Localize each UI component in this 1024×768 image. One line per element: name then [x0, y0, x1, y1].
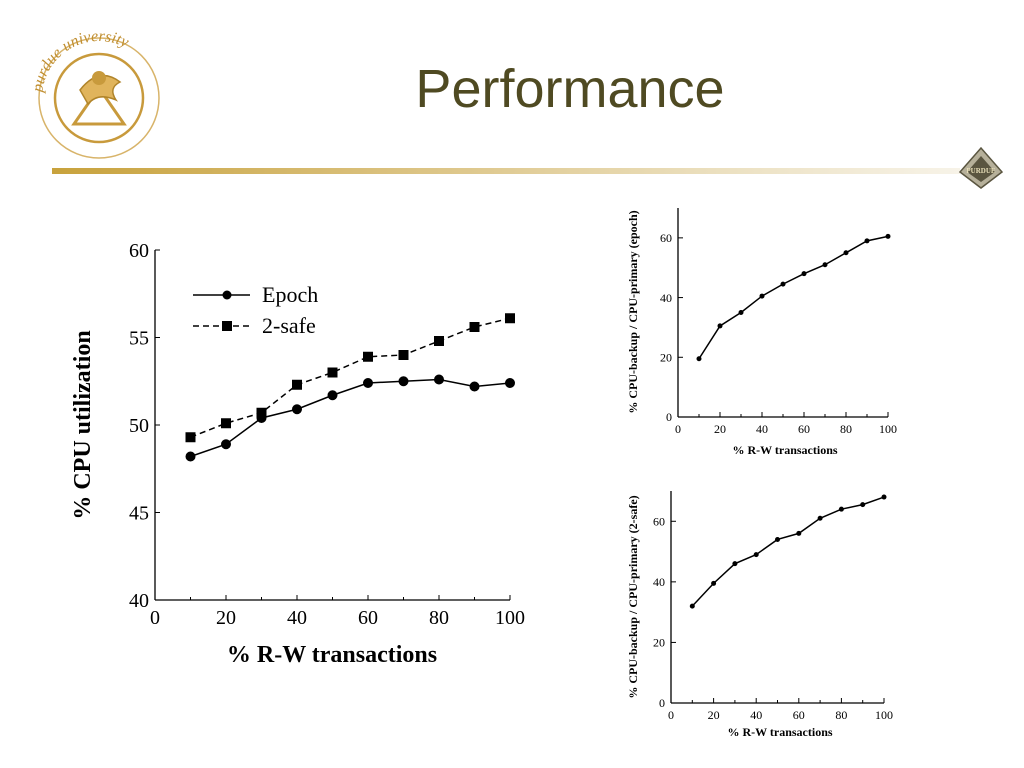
y-tick-label: 55: [129, 328, 149, 350]
y-tick-label: 40: [660, 291, 672, 305]
data-point: [256, 407, 267, 418]
y-tick-label: 0: [666, 410, 672, 424]
series-line-0: [190, 378, 511, 458]
x-tick-label: 20: [714, 422, 726, 436]
data-point: [838, 506, 844, 512]
y-tick-label: 50: [129, 415, 149, 437]
data-point: [292, 379, 302, 390]
data-point: [696, 356, 702, 362]
x-tick-label: 0: [668, 708, 674, 722]
x-tick-label: 0: [150, 607, 160, 629]
x-tick-label: 0: [675, 422, 681, 436]
series-line-0: [691, 496, 885, 607]
x-axis-label: % R-W transactions: [727, 725, 832, 739]
data-point: [864, 238, 870, 244]
data-point: [780, 281, 786, 287]
y-tick-label: 40: [129, 590, 149, 612]
data-point: [363, 378, 373, 388]
legend-epoch-label: Epoch: [262, 282, 318, 307]
x-tick-label: 80: [840, 422, 852, 436]
y-tick-label: 20: [653, 636, 665, 650]
legend-epoch-marker: [222, 290, 232, 300]
x-tick-label: 60: [798, 422, 810, 436]
x-tick-label: 100: [495, 607, 525, 629]
data-point: [732, 561, 738, 567]
data-point: [292, 404, 302, 415]
header-rule: [52, 168, 960, 174]
data-point: [398, 376, 409, 387]
data-point: [398, 350, 409, 360]
corner-logo-text: PURDUE: [966, 167, 995, 175]
epoch-ratio-chart: % CPU-backup / CPU-primary (epoch) % R-W…: [626, 208, 897, 457]
legend: Epoch 2-safe: [193, 282, 318, 338]
data-point: [434, 336, 444, 346]
x-tick-label: 60: [358, 607, 378, 629]
data-point: [738, 310, 744, 315]
data-point: [843, 250, 849, 256]
2safe-ratio-chart: % CPU-backup / CPU-primary (2-safe) % R-…: [626, 491, 893, 739]
x-axis-label: % R-W transactions: [227, 642, 437, 668]
y-tick-label: 40: [653, 575, 665, 589]
data-point: [185, 451, 196, 462]
data-point: [505, 378, 515, 388]
x-tick-label: 40: [750, 708, 762, 722]
data-point: [434, 374, 444, 385]
x-axis-label: % R-W transactions: [732, 443, 837, 457]
legend-2safe-marker: [222, 321, 232, 331]
y-tick-label: 45: [129, 503, 149, 525]
x-tick-label: 80: [835, 708, 847, 722]
data-point: [759, 293, 765, 299]
data-point: [885, 233, 891, 239]
data-point: [796, 530, 802, 536]
x-tick-label: 40: [756, 422, 768, 436]
legend-2safe-label: 2-safe: [262, 313, 316, 338]
slide-title: Performance: [415, 59, 725, 119]
series-line-1: [190, 317, 511, 438]
data-point: [801, 271, 807, 277]
data-point: [185, 432, 196, 443]
data-point: [363, 351, 373, 362]
y-axis-label: % CPU-backup / CPU-primary (2-safe): [626, 495, 640, 698]
data-point: [221, 418, 231, 429]
data-point: [711, 580, 717, 586]
data-point: [881, 494, 887, 500]
main-chart: % CPU utilization % R-W transactions Epo…: [70, 240, 525, 668]
series-line-0: [698, 235, 889, 360]
x-tick-label: 20: [216, 607, 236, 629]
x-tick-label: 20: [708, 708, 720, 722]
data-point: [860, 502, 866, 508]
data-point: [469, 381, 480, 392]
purdue-corner-logo: PURDUE: [958, 146, 1004, 189]
y-tick-label: 60: [660, 231, 672, 245]
data-point: [775, 536, 780, 542]
data-point: [327, 390, 338, 401]
data-point: [327, 367, 338, 378]
data-point: [717, 323, 723, 329]
data-point: [689, 603, 695, 609]
y-tick-label: 0: [659, 696, 665, 710]
x-tick-label: 100: [875, 708, 893, 722]
data-point: [505, 313, 515, 324]
y-axis-label: % CPU-backup / CPU-primary (epoch): [626, 210, 640, 413]
data-point: [817, 515, 823, 521]
x-tick-label: 100: [879, 422, 897, 436]
y-tick-label: 60: [129, 240, 149, 262]
data-point: [469, 322, 480, 332]
university-seal-logo: purdue university: [29, 30, 160, 159]
y-tick-label: 20: [660, 350, 672, 364]
y-tick-label: 60: [653, 514, 665, 528]
data-point: [753, 552, 759, 558]
y-axis-label: % CPU utilization: [70, 330, 96, 519]
x-tick-label: 60: [793, 708, 805, 722]
x-tick-label: 40: [287, 607, 307, 629]
x-tick-label: 80: [429, 607, 449, 629]
data-point: [822, 262, 828, 268]
data-point: [221, 439, 231, 450]
